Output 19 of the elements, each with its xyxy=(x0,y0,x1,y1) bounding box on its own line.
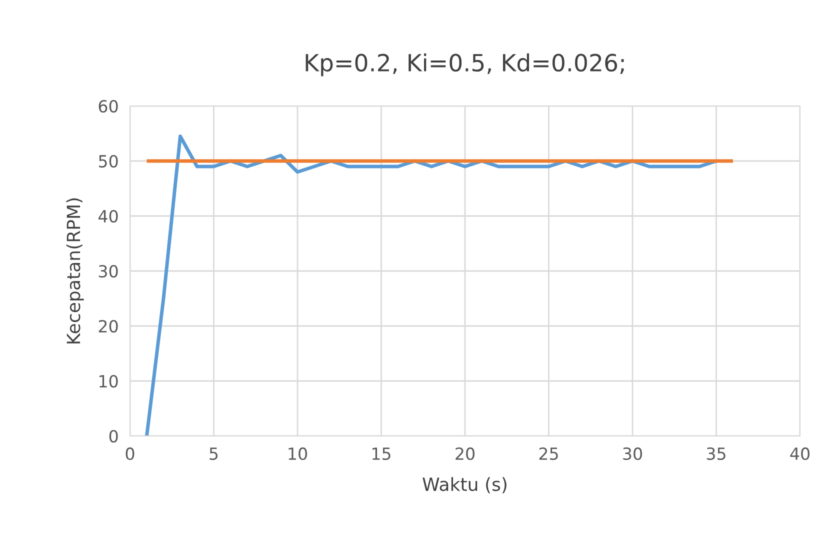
x-tick-label: 40 xyxy=(790,447,810,460)
y-axis-title: Kecepatan(RPM) xyxy=(66,198,84,344)
y-tick-label: 20 xyxy=(98,320,118,333)
y-tick-label: 60 xyxy=(98,100,118,113)
x-tick-label: 0 xyxy=(126,447,134,460)
y-tick-label: 50 xyxy=(98,154,118,168)
y-tick-label: 0 xyxy=(109,430,118,443)
x-tick-label: 5 xyxy=(210,448,218,460)
y-tick-label: 30 xyxy=(98,264,118,278)
x-tick-label: 35 xyxy=(706,447,726,460)
y-tick-label: 10 xyxy=(100,374,118,388)
chart-title: Kp=0.2, Ki=0.5, Kd=0.026; xyxy=(306,53,624,76)
y-tick-label: 40 xyxy=(98,210,118,223)
x-tick-label: 30 xyxy=(623,447,642,460)
x-tick-label: 20 xyxy=(456,447,474,460)
x-axis-title: Waktu (s) xyxy=(422,477,506,494)
x-tick-label: 15 xyxy=(372,448,390,460)
x-tick-label: 25 xyxy=(539,447,558,460)
x-tick-label: 10 xyxy=(288,447,307,460)
